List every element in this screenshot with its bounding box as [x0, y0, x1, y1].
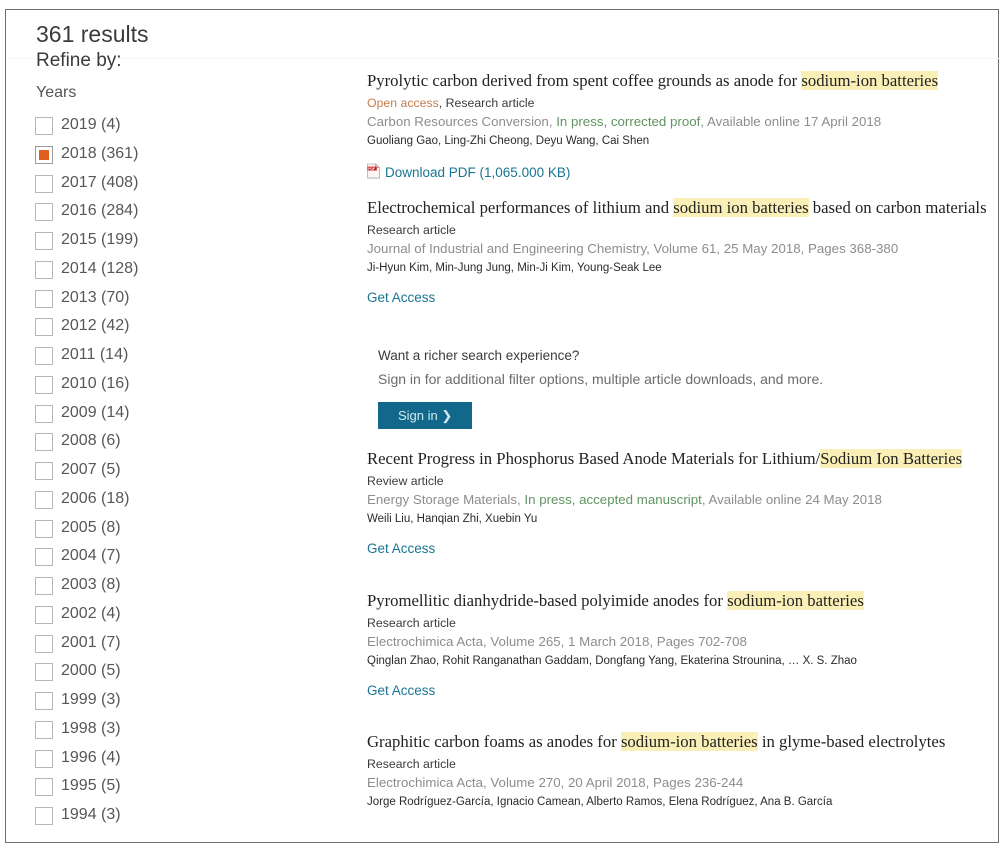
svg-text:PDF: PDF: [368, 167, 375, 171]
